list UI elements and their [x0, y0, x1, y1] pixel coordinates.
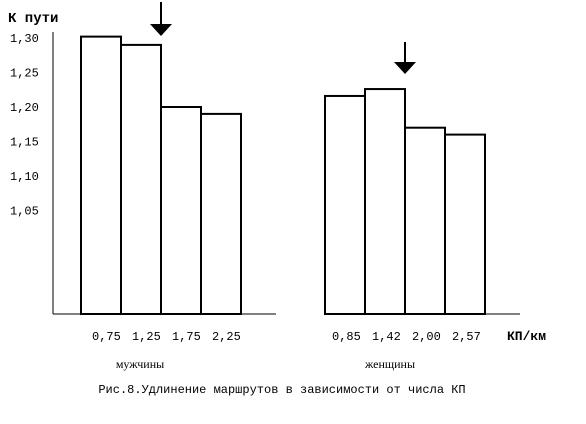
y-tick-label: 1,20	[10, 101, 39, 115]
x-tick-label: 1,75	[172, 330, 201, 344]
x-axis-label: КП/км	[507, 329, 546, 344]
group-label-men: мужчины	[116, 357, 164, 371]
arrow-head	[394, 62, 416, 74]
x-tick-label: 1,42	[372, 330, 401, 344]
bar-men-2	[160, 106, 202, 315]
plot-area: 1,30 1,25 1,20 1,15 1,10 1,05 0,75 1,25 1,75 2,25…	[10, 2, 520, 344]
x-tick-label: 0,75	[92, 330, 121, 344]
bar-women-0	[324, 94, 366, 315]
figure-caption: Рис.8.Удлинение маршрутов в зависимости …	[98, 383, 465, 397]
x-tick-label: 1,25	[132, 330, 161, 344]
y-tick-label: 1,10	[10, 170, 39, 184]
x-tick-label: 2,00	[412, 330, 441, 344]
bar-men-1	[120, 43, 162, 316]
x-tick-label: 2,25	[212, 330, 241, 344]
arrow-head	[150, 24, 172, 36]
y-tick-label: 1,15	[10, 136, 39, 150]
y-tick-label: 1,25	[10, 67, 39, 81]
bar-women-3	[444, 133, 486, 315]
y-tick-label: 1,05	[10, 205, 39, 219]
chart-title: К пути	[8, 11, 58, 27]
bar-men-3	[200, 112, 242, 316]
group-label-women: женщины	[364, 357, 415, 371]
bar-women-1	[364, 88, 406, 315]
x-tick-label: 0,85	[332, 330, 361, 344]
bar-women-2	[404, 126, 446, 315]
y-tick-label: 1,30	[10, 32, 39, 46]
bar-men-0	[80, 35, 122, 316]
x-tick-label: 2,57	[452, 330, 481, 344]
